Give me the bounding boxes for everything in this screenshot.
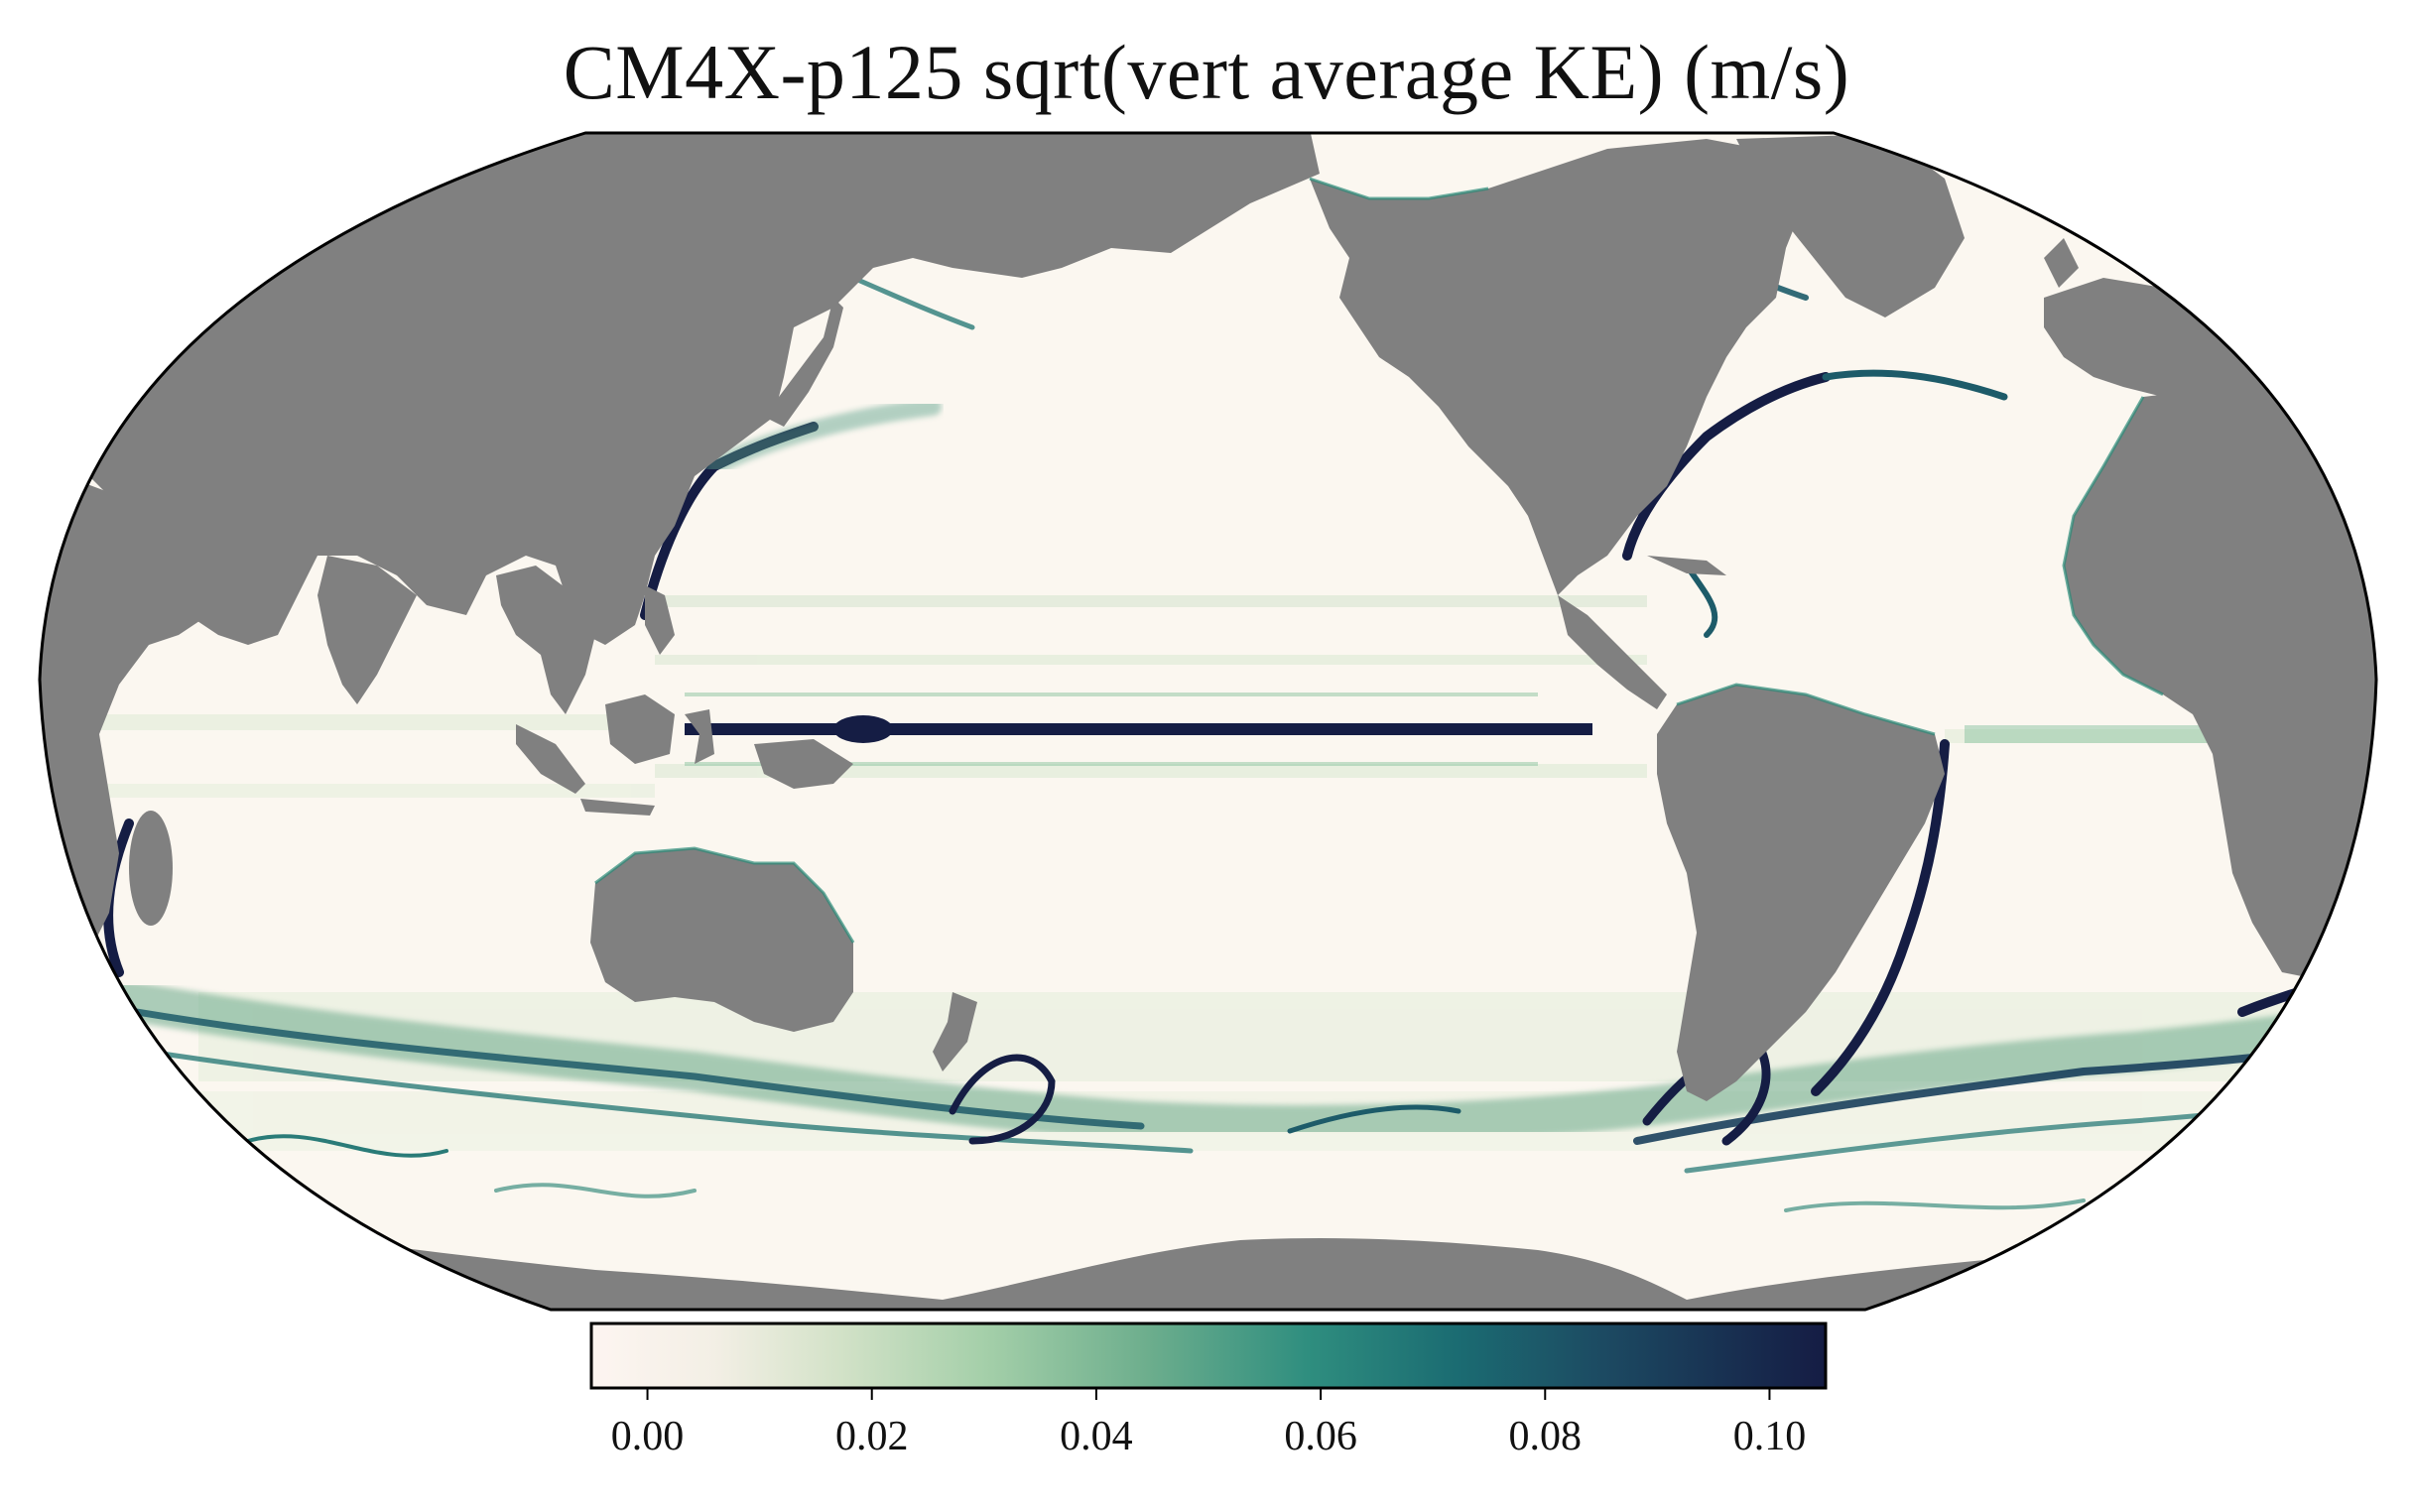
land-new-guinea <box>754 739 853 789</box>
land-sulawesi <box>685 709 714 764</box>
land-new-zealand <box>933 992 977 1071</box>
land-java <box>580 799 655 816</box>
land-north-america <box>1310 139 1806 595</box>
land-australia <box>590 848 853 1032</box>
land-uk <box>2044 238 2079 288</box>
land-greenland <box>1736 134 1965 317</box>
coastal-highlights <box>594 177 2164 944</box>
map-title: CM4X-p125 sqrt(vert average KE) (m/s) <box>563 29 1850 115</box>
land-borneo <box>605 694 675 764</box>
land-india <box>318 556 417 704</box>
colorbar-ticks: 0.00 0.02 0.04 0.06 0.08 0.10 <box>611 1388 1806 1459</box>
colorbar-tick-label: 0.04 <box>1060 1414 1133 1459</box>
land-cuba <box>1647 556 1726 575</box>
colorbar-tick-label: 0.08 <box>1509 1414 1583 1459</box>
land-africa-east <box>2064 377 2376 992</box>
land-antarctica <box>40 1191 2376 1310</box>
colorbar-tick-label: 0.10 <box>1733 1414 1807 1459</box>
colorbar-tick-label: 0.06 <box>1284 1414 1357 1459</box>
map-content <box>40 133 2376 1310</box>
colorbar: 0.00 0.02 0.04 0.06 0.08 0.10 <box>589 1322 1828 1459</box>
map-frame <box>38 131 2378 1312</box>
land-central-america <box>1558 595 1667 709</box>
colorbar-tick-label: 0.00 <box>611 1414 685 1459</box>
land-africa <box>40 466 218 982</box>
land-japan <box>764 298 843 427</box>
land-south-america <box>1657 685 1945 1101</box>
colorbar-tick-label: 0.02 <box>835 1414 909 1459</box>
land-eurasia <box>40 133 1320 645</box>
land-madagascar <box>129 811 173 926</box>
land-indochina <box>496 566 595 714</box>
colorbar-bar <box>589 1322 1828 1390</box>
land-philippines <box>645 585 675 655</box>
land-sumatra <box>516 724 585 794</box>
